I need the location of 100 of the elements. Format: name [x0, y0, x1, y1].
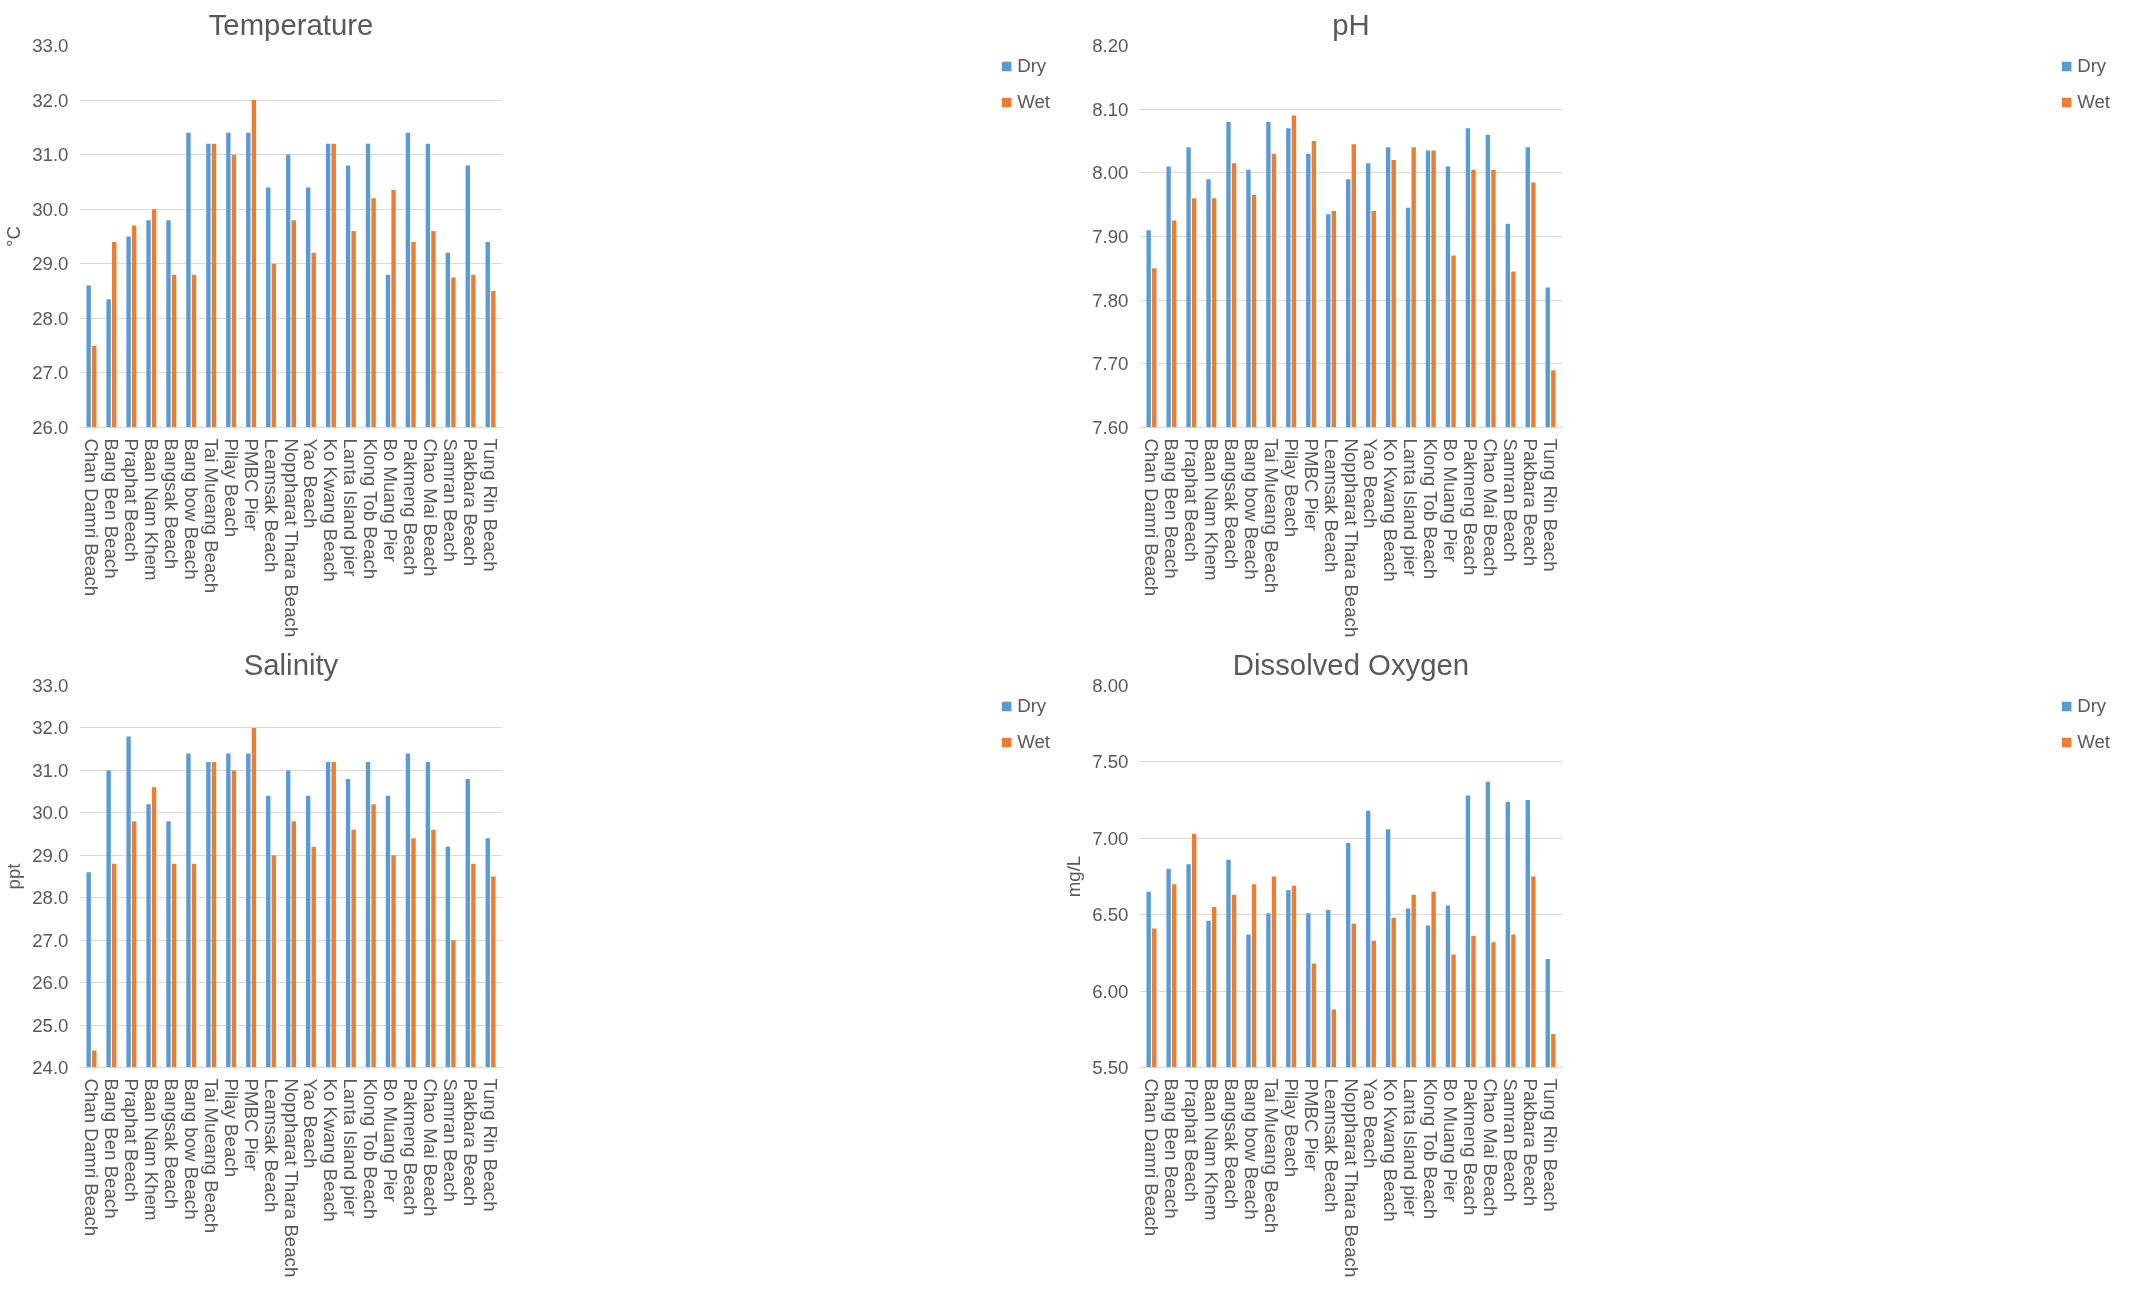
x-tick-label: Bang bow Beach: [1240, 1078, 1262, 1220]
y-axis-title: °C: [3, 226, 25, 247]
x-tick-label: Leamsak Beach: [1320, 438, 1342, 573]
y-tick-label: 6.00: [1092, 980, 1129, 1002]
y-tick-label: 6.50: [1092, 904, 1129, 926]
x-tick-label: Pilay Beach: [1280, 1078, 1302, 1178]
x-tick-label: Tung Rin Beach: [1540, 438, 1562, 572]
x-tick-label: Baan Nam Khem: [1200, 438, 1222, 581]
y-tick-label: 5.50: [1092, 1057, 1129, 1078]
x-tick-label: Bang Ben Beach: [1160, 1078, 1182, 1219]
x-tick-label: Noppharat Thara Beach: [1340, 438, 1362, 638]
y-tick-label: 33.0: [32, 675, 69, 696]
x-tick-label: Leamsak Beach: [1320, 1078, 1342, 1213]
x-tick-label: Noppharat Thara Beach: [280, 1078, 302, 1278]
x-tick-label: Chan Damri Beach: [1140, 1078, 1162, 1237]
y-tick-label: 26.0: [32, 417, 69, 438]
y-tick-label: 7.70: [1092, 353, 1129, 375]
y-tick-label: 29.0: [32, 253, 69, 275]
x-tick-label: Tung Rin Beach: [480, 1078, 502, 1212]
x-tick-label: Baan Nam Khem: [140, 1078, 162, 1221]
x-tick-label: Pakmeng Beach: [400, 438, 422, 576]
y-tick-label: 8.20: [1092, 35, 1129, 56]
chart-title: Salinity: [243, 647, 339, 681]
y-axis-title: mg/L: [1063, 855, 1085, 898]
y-tick-label: 33.0: [32, 35, 69, 56]
x-tick-label: Tung Rin Beach: [1540, 1078, 1562, 1212]
y-axis-title: ppt: [3, 862, 25, 890]
x-tick-label: Leamsak Beach: [260, 438, 282, 573]
x-tick-label: Tai Mueang Beach: [1260, 1078, 1282, 1234]
y-tick-label: 31.0: [32, 759, 69, 781]
y-tick-label: 30.0: [32, 198, 69, 220]
x-tick-label: Pakmeng Beach: [400, 1078, 422, 1216]
x-tick-label: Pakmeng Beach: [1460, 438, 1482, 576]
y-tick-label: 7.60: [1092, 417, 1129, 438]
x-tick-label: Praphat Beach: [120, 438, 142, 562]
y-tick-label: 8.00: [1092, 675, 1129, 696]
x-tick-label: Noppharat Thara Beach: [1340, 1078, 1362, 1278]
x-tick-label: Pilay Beach: [220, 438, 242, 538]
y-tick-label: 27.0: [32, 929, 69, 951]
y-tick-label: 7.80: [1092, 289, 1129, 311]
x-tick-label: Tung Rin Beach: [480, 438, 502, 572]
x-tick-label: Bang bow Beach: [180, 1078, 202, 1220]
x-tick-label: Praphat Beach: [120, 1078, 142, 1202]
chart-title: pH: [1332, 7, 1370, 41]
x-tick-label: Samran Beach: [440, 1078, 462, 1202]
y-tick-label: 32.0: [32, 717, 69, 739]
x-tick-label: Pilay Beach: [220, 1078, 242, 1178]
chart-title: Temperature: [208, 7, 374, 41]
x-tick-label: Tai Mueang Beach: [200, 1078, 222, 1234]
y-tick-label: 26.0: [32, 972, 69, 994]
y-tick-label: 25.0: [32, 1014, 69, 1036]
y-tick-label: 30.0: [32, 802, 69, 824]
x-tick-label: Chao Mai Beach: [420, 1078, 442, 1217]
x-tick-label: Bangsak Beach: [160, 1078, 182, 1210]
x-tick-label: Chao Mai Beach: [420, 438, 442, 577]
chart-title: Dissolved Oxygen: [1232, 647, 1470, 681]
y-tick-label: 8.00: [1092, 162, 1129, 184]
x-tick-label: Samran Beach: [440, 438, 462, 562]
y-tick-label: 7.50: [1092, 751, 1129, 773]
x-tick-label: Tai Mueang Beach: [1260, 438, 1282, 594]
x-tick-label: Baan Nam Khem: [140, 438, 162, 581]
x-tick-label: Pilay Beach: [1280, 438, 1302, 538]
x-tick-label: Bangsak Beach: [1220, 1078, 1242, 1210]
y-tick-label: 27.0: [32, 362, 69, 384]
y-tick-label: 29.0: [32, 844, 69, 866]
legend-label: Dry: [2077, 695, 2107, 717]
y-tick-label: 7.00: [1092, 827, 1129, 849]
x-tick-label: Bang Ben Beach: [100, 438, 122, 579]
x-tick-label: Pakmeng Beach: [1460, 1078, 1482, 1216]
legend-label: Dry: [1017, 55, 1047, 77]
x-tick-label: Chao Mai Beach: [1480, 438, 1502, 577]
y-tick-label: 8.10: [1092, 98, 1129, 120]
x-tick-label: Bang bow Beach: [180, 438, 202, 580]
x-tick-label: Chan Damri Beach: [80, 1078, 102, 1237]
x-tick-label: PMBC Pier: [240, 1078, 262, 1171]
x-tick-label: Bang bow Beach: [1240, 438, 1262, 580]
x-tick-label: PMBC Pier: [1300, 1078, 1322, 1171]
x-tick-label: Praphat Beach: [1180, 438, 1202, 562]
y-tick-label: 32.0: [32, 89, 69, 111]
x-tick-label: Praphat Beach: [1180, 1078, 1202, 1202]
x-tick-label: Chao Mai Beach: [1480, 1078, 1502, 1217]
y-tick-label: 28.0: [32, 887, 69, 909]
x-tick-label: Bangsak Beach: [1220, 438, 1242, 570]
legend-label: Wet: [2077, 91, 2110, 113]
x-tick-label: Samran Beach: [1500, 438, 1522, 562]
y-tick-label: 31.0: [32, 144, 69, 166]
x-tick-label: Bangsak Beach: [160, 438, 182, 570]
x-tick-label: PMBC Pier: [240, 438, 262, 531]
legend-label: Wet: [1017, 731, 1050, 753]
x-tick-label: Samran Beach: [1500, 1078, 1522, 1202]
x-tick-label: Bang Ben Beach: [100, 1078, 122, 1219]
x-tick-label: Leamsak Beach: [260, 1078, 282, 1213]
legend-label: Dry: [2077, 55, 2107, 77]
y-tick-label: 24.0: [32, 1057, 69, 1078]
x-tick-label: Tai Mueang Beach: [200, 438, 222, 594]
y-tick-label: 28.0: [32, 307, 69, 329]
x-tick-label: Chan Damri Beach: [1140, 438, 1162, 597]
x-tick-label: Baan Nam Khem: [1200, 1078, 1222, 1221]
x-tick-label: PMBC Pier: [1300, 438, 1322, 531]
legend-label: Wet: [1017, 91, 1050, 113]
